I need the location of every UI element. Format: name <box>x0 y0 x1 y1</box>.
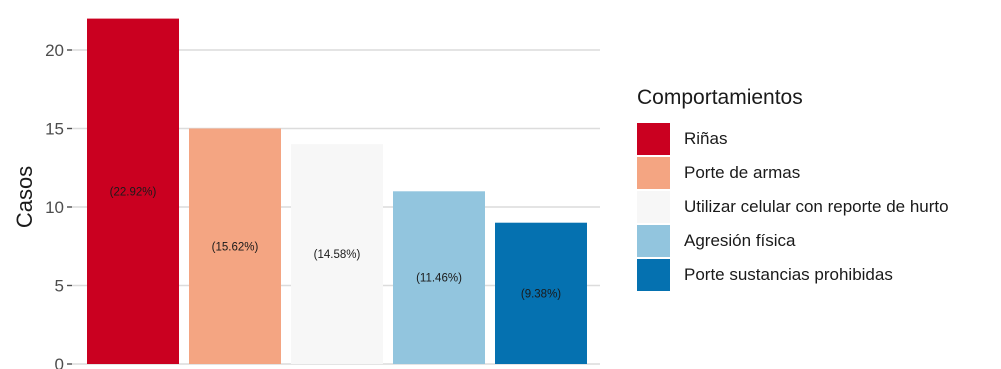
bar-data-label: (9.38%) <box>521 288 561 300</box>
y-tick-label: 15 <box>45 120 64 139</box>
legend-item: Utilizar celular con reporte de hurto <box>637 190 949 224</box>
bars <box>87 18 587 364</box>
bar-data-label: (22.92%) <box>110 186 157 198</box>
bar-labels: (22.92%) (15.62%) (14.58%) (11.46%) (9.38%) <box>110 186 562 300</box>
legend-label: Riñas <box>684 129 728 148</box>
y-tick-label: 0 <box>55 355 64 369</box>
legend-title: Comportamientos <box>637 86 803 109</box>
bar-data-label: (11.46%) <box>416 273 462 285</box>
legend-items: Riñas Porte de armas Utilizar celular con … <box>637 122 949 292</box>
bar <box>87 18 179 364</box>
bar-chart: (22.92%)(15.62%)(14.58%)(11.46%)(9.38%) … <box>12 18 600 369</box>
y-tick-label: 5 <box>55 277 64 296</box>
legend-label: Utilizar celular con reporte de hurto <box>684 197 949 216</box>
legend: Comportamientos Riñas Porte de armas Utili… <box>637 84 949 292</box>
legend-item: Porte de armas <box>637 156 949 190</box>
y-tick-label: 20 <box>45 41 64 60</box>
legend-label: Porte sustancias prohibidas <box>684 265 893 284</box>
legend-swatch <box>637 123 670 155</box>
legend-swatch <box>637 259 670 291</box>
legend-swatch <box>637 191 670 223</box>
legend-item: Agresión física <box>637 224 949 258</box>
legend-item: Porte sustancias prohibidas <box>637 258 949 292</box>
bar <box>291 144 383 364</box>
legend-swatch <box>637 225 670 257</box>
bar <box>495 222 587 364</box>
legend-swatch <box>637 157 670 189</box>
legend-label: Agresión física <box>684 231 796 250</box>
legend-item: Riñas <box>637 122 949 156</box>
bar-data-label: (15.62%) <box>212 241 259 253</box>
bar <box>393 191 485 364</box>
y-axis-ticks: 0 5 10 15 20 <box>45 41 72 369</box>
legend-label: Porte de armas <box>684 163 801 182</box>
bar-data-label: (14.58%) <box>314 249 361 261</box>
y-axis-title: Casos <box>12 166 37 228</box>
y-tick-label: 10 <box>45 198 64 217</box>
bar <box>189 128 281 364</box>
